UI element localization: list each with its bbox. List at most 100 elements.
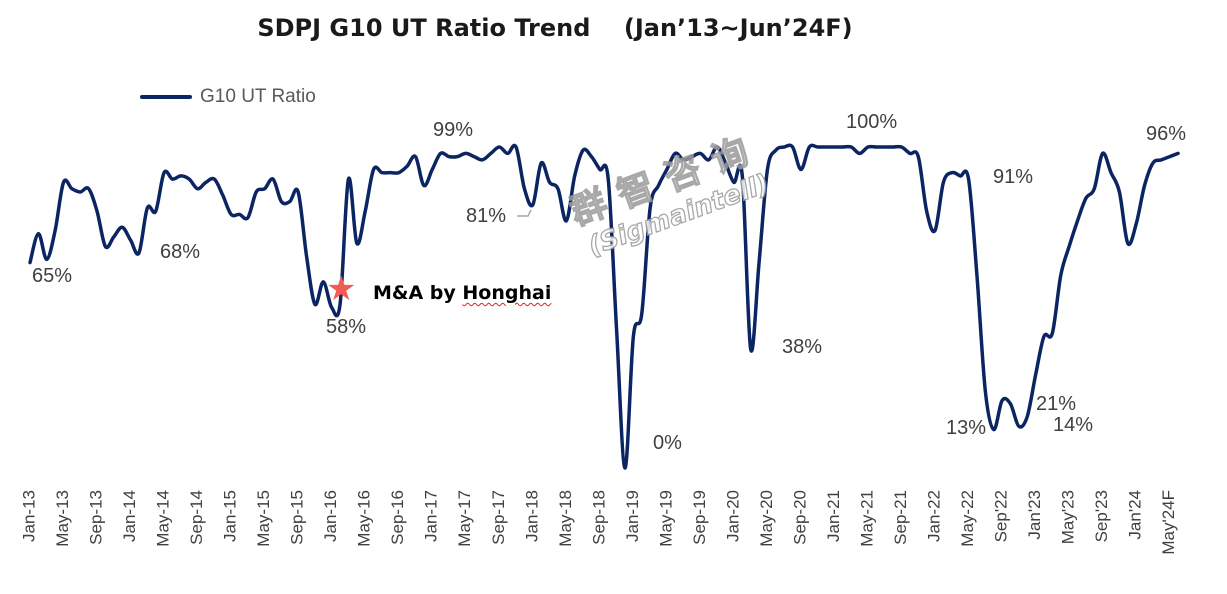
x-tick-label: May-21: [857, 490, 876, 547]
data-point: [749, 348, 752, 351]
x-tick-label: Sep'22: [992, 490, 1011, 542]
data-point: [758, 261, 761, 264]
data-point: [975, 274, 978, 277]
data-point: [1026, 415, 1029, 418]
data-point: [389, 171, 392, 174]
data-point: [850, 146, 853, 149]
x-tick-label: Jan-15: [221, 490, 240, 542]
data-point: [397, 171, 400, 174]
data-point: [523, 187, 526, 190]
data-point: [406, 165, 409, 168]
data-point: [288, 200, 291, 203]
data-point: [380, 171, 383, 174]
data-point: [1017, 425, 1020, 428]
data-point: [1118, 190, 1121, 193]
data-point: [556, 187, 559, 190]
data-point: [280, 200, 283, 203]
data-point: [1093, 187, 1096, 190]
x-tick-label: Jan-21: [824, 490, 843, 542]
x-tick-label: Sep-14: [187, 490, 206, 545]
x-tick-label: May-17: [455, 490, 474, 547]
data-point: [70, 187, 73, 190]
data-point: [456, 155, 459, 158]
x-tick-label: Jan-22: [925, 490, 944, 542]
data-point: [221, 194, 224, 197]
x-tick-label: Sep-19: [690, 490, 709, 545]
x-tick-label: Jan-20: [723, 490, 742, 542]
x-tick-label: Jan-18: [522, 490, 541, 542]
legend: G10 UT Ratio: [140, 86, 316, 108]
x-tick-label: Jan-14: [120, 490, 139, 542]
label-leader-line: [517, 209, 532, 217]
x-tick-label: Sep-16: [388, 490, 407, 545]
data-point: [774, 149, 777, 152]
data-point: [1059, 274, 1062, 277]
data-point: [355, 242, 358, 245]
x-tick-label: Sep'23: [1092, 490, 1111, 542]
data-point: [1143, 184, 1146, 187]
data-point: [1068, 245, 1071, 248]
data-label: 81%: [466, 205, 507, 227]
data-point: [950, 171, 953, 174]
data-point: [146, 206, 149, 209]
data-point: [598, 168, 601, 171]
data-point: [925, 210, 928, 213]
x-tick-label: May-20: [757, 490, 776, 547]
data-point: [565, 219, 568, 222]
data-point: [137, 251, 140, 254]
x-tick-label: Sep-15: [288, 490, 307, 545]
data-point: [808, 146, 811, 149]
data-point: [632, 335, 635, 338]
data-point: [1042, 335, 1045, 338]
x-tick-label: Jan-13: [19, 490, 38, 542]
data-point: [1151, 162, 1154, 165]
annotation-ma: M&A by Honghai: [373, 282, 551, 304]
data-point: [984, 389, 987, 392]
data-point: [783, 146, 786, 149]
data-point: [347, 178, 350, 181]
data-point: [1160, 158, 1163, 161]
data-point: [473, 155, 476, 158]
data-point: [816, 146, 819, 149]
data-label: 99%: [433, 119, 474, 141]
data-point: [1034, 373, 1037, 376]
data-point: [908, 152, 911, 155]
data-point: [1084, 197, 1087, 200]
data-point: [900, 146, 903, 149]
data-point: [531, 203, 534, 206]
data-point: [1009, 402, 1012, 405]
data-point: [213, 178, 216, 181]
legend-label: G10 UT Ratio: [200, 86, 316, 107]
data-point: [246, 216, 249, 219]
data-point: [129, 239, 132, 242]
data-point: [196, 187, 199, 190]
data-point: [163, 171, 166, 174]
data-point: [615, 328, 618, 331]
data-point: [1101, 152, 1104, 155]
data-label: 96%: [1146, 123, 1187, 145]
x-tick-label: May-14: [154, 490, 173, 547]
data-point: [1001, 399, 1004, 402]
data-point: [255, 190, 258, 193]
data-point: [112, 235, 115, 238]
data-point: [1076, 219, 1079, 222]
data-point: [883, 146, 886, 149]
data-label: 65%: [32, 265, 73, 287]
data-point: [515, 146, 518, 149]
data-label: 58%: [326, 316, 367, 338]
data-point: [29, 261, 32, 264]
data-label: 100%: [846, 111, 898, 133]
x-tick-label: May'24F: [1159, 490, 1178, 555]
series-line-g10-ut-ratio: [28, 143, 1180, 470]
data-label: 14%: [1053, 414, 1094, 436]
data-point: [582, 149, 585, 152]
data-point: [548, 181, 551, 184]
x-tick-label: May-13: [53, 490, 72, 547]
data-point: [204, 181, 207, 184]
data-point: [590, 155, 593, 158]
x-tick-label: Jan'24: [1126, 490, 1145, 540]
data-point: [104, 245, 107, 248]
x-tick-label: Jan-16: [321, 490, 340, 542]
data-point: [62, 181, 65, 184]
